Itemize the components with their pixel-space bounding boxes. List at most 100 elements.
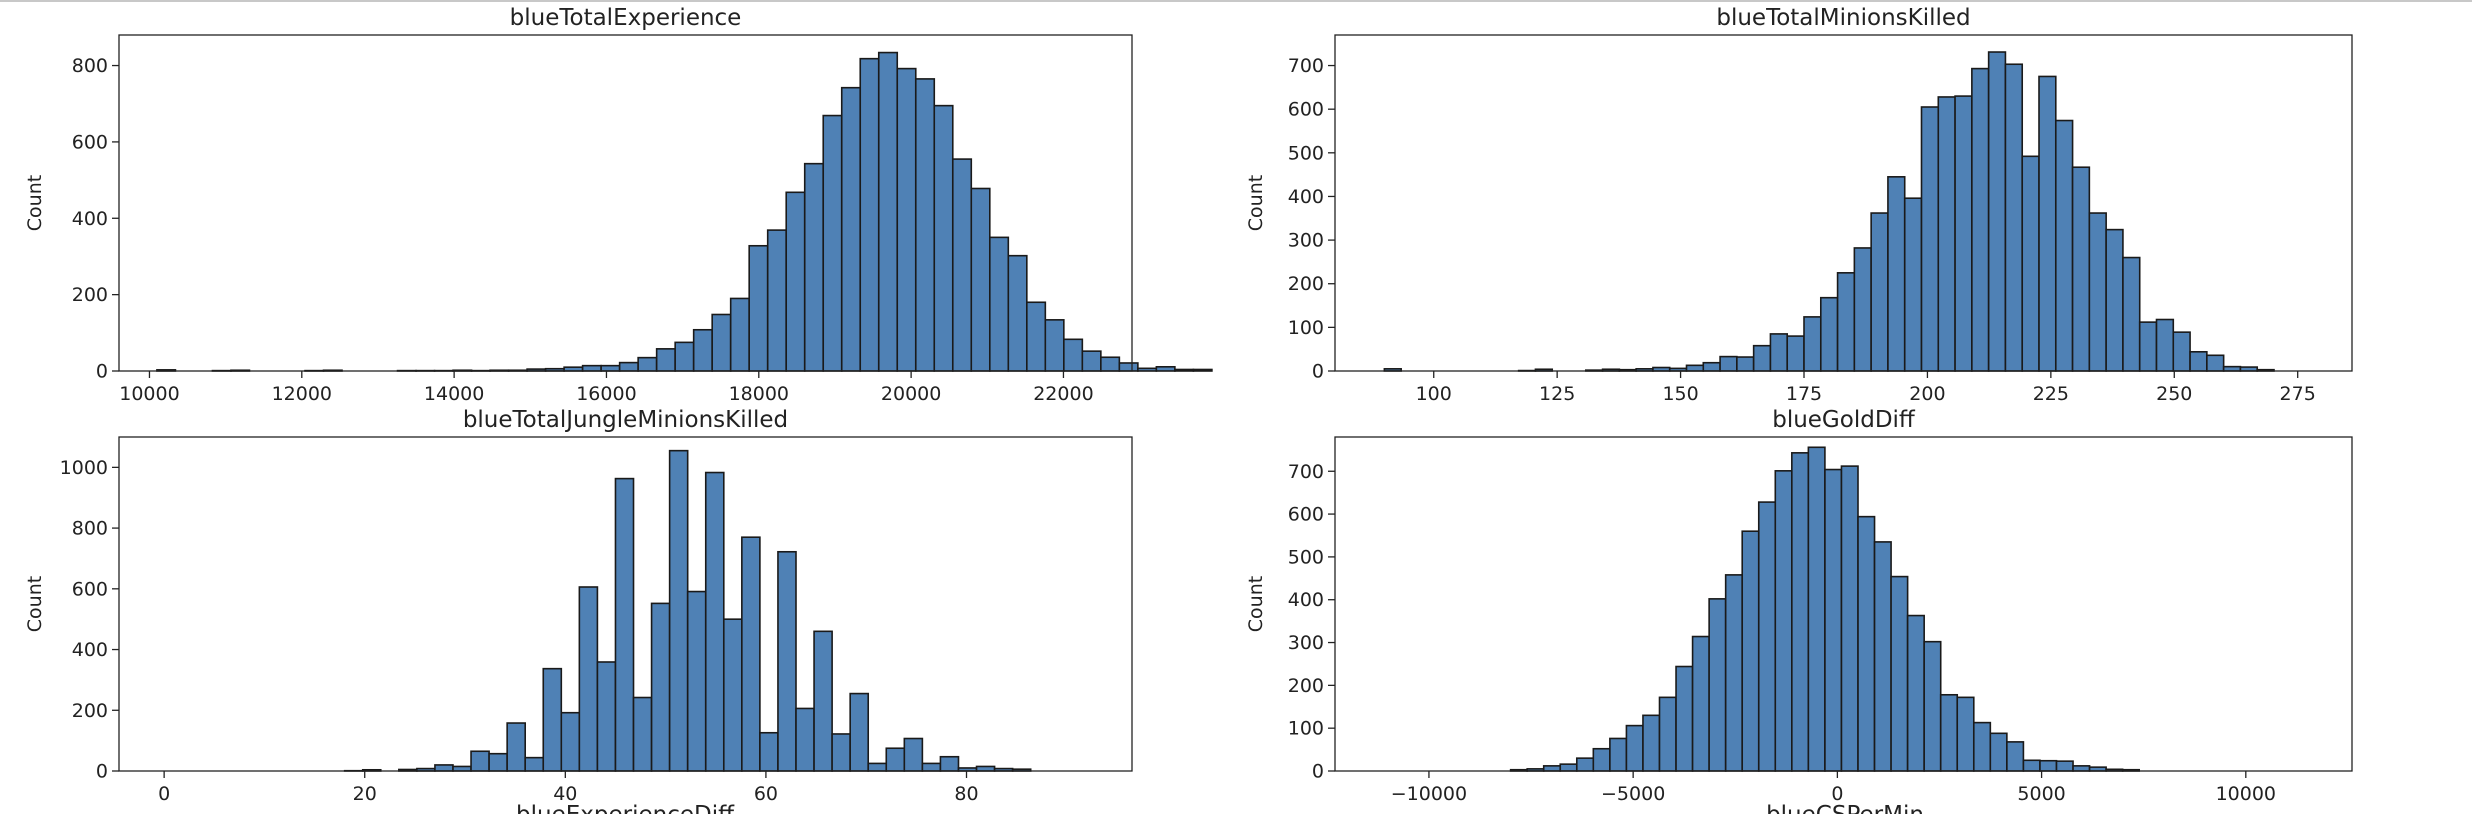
chart-title: blueGoldDiff [1772,407,1916,433]
x-tick-label: 60 [754,783,778,805]
y-axis-label: Count [24,576,46,632]
y-tick-label: 0 [96,361,108,383]
x-tick-label: 80 [954,783,978,805]
y-tick-label: 800 [72,518,108,540]
histogram-bar [1971,67,1990,372]
histogram-bar [896,67,917,372]
histogram-bar [1081,350,1102,372]
histogram-bar [2122,256,2141,372]
histogram-bar [1137,367,1158,372]
y-tick-label: 400 [1288,589,1324,611]
histogram-bar [903,737,924,772]
x-tick-label: 175 [1786,383,1822,405]
histogram-bar [975,765,996,772]
y-tick-label: 800 [72,55,108,77]
histogram-bar [1903,197,1923,372]
y-tick-label: 700 [1288,55,1324,77]
histogram-bar [1987,51,2007,372]
histogram-bar [1824,468,1843,772]
y-tick-label: 600 [72,131,108,153]
histogram-bar [1542,765,1562,772]
x-tick-label: 275 [2280,383,2316,405]
histogram-bar [741,536,761,772]
histogram-bar [1007,254,1028,372]
histogram-bar [1752,344,1772,372]
histogram-bar [1708,598,1727,772]
y-tick-label: 0 [1312,361,1324,383]
x-tick-label: 0 [158,783,170,805]
histogram-bar [1026,301,1047,372]
histogram-bar [939,755,960,772]
x-tick-label: 20000 [881,383,941,405]
histogram-bar [1989,732,2008,772]
histogram-bar [506,722,526,772]
y-tick-label: 100 [1288,317,1324,339]
histogram-bar [655,348,676,372]
histogram-bar [1118,362,1139,372]
histogram-bar [1890,575,1909,772]
histogram-bar [840,86,862,372]
histogram-bar [1857,515,1876,772]
x-tick-label: 225 [2033,383,2069,405]
chart-panel-4: −10000 −5000 0 5000 10000 0 100 200 300 400 500 600… [1245,407,2353,805]
histogram-bar [470,750,490,772]
histogram-bar [1954,95,1973,372]
x-tick-label: 40 [553,783,577,805]
y-tick-label: 600 [1288,99,1324,121]
histogram-bar [1906,614,1925,772]
histogram-bar [849,692,870,772]
x-tick-label: −10000 [1391,783,1467,805]
x-tick-label: 14000 [424,383,484,405]
histogram-bar [1174,368,1195,372]
histogram-bar [867,762,888,772]
histogram-bar [1642,714,1661,772]
y-tick-label: 300 [1288,632,1324,654]
histogram-bar [600,364,621,372]
x-tick-label: 18000 [729,383,789,405]
x-tick-label: 12000 [272,383,332,405]
histogram-bar [1920,106,1940,372]
histogram-bar [542,667,563,772]
histogram-bar [729,297,750,372]
histogram-bar [1724,574,1744,772]
y-tick-label: 200 [72,284,108,306]
histogram-bar [1063,338,1084,372]
x-tick-label: −5000 [1601,783,1665,805]
y-tick-label: 400 [72,639,108,661]
histogram-bar [933,104,954,372]
chart-title: blueTotalExperience [510,5,742,31]
histogram-bar [637,356,658,372]
histogram-bar [970,187,991,372]
histogram-bar [2055,760,2074,772]
x-tick-label: 20 [353,783,377,805]
chart-title: blueTotalJungleMinionsKilled [463,407,788,433]
y-tick-label: 500 [1288,142,1324,164]
histogram-bar [1939,693,1959,772]
x-tick-label: 100 [1416,383,1452,405]
histogram-bar [748,244,769,372]
histogram-bar [488,752,508,772]
top-divider [0,0,2472,2]
histogram-bar [2206,354,2225,372]
histogram-bar [650,602,671,772]
histogram-bar [722,618,743,772]
histogram-bar [877,51,899,372]
histogram-bar [1972,721,1992,772]
histogram-bar [711,313,732,372]
y-tick-label: 1000 [60,457,108,479]
y-tick-label: 700 [1288,461,1324,483]
histogram-bar [777,550,797,772]
histogram-bar [1840,465,1859,772]
histogram-bar [560,711,581,772]
histogram-bar [1575,757,1595,772]
x-tick-label: 22000 [1033,383,1093,405]
y-axis-label: Count [1245,175,1267,231]
histogram-bar [859,57,880,372]
histogram-bar [2038,75,2057,372]
histogram-bar [1786,335,1805,372]
histogram-bar [1736,356,1755,372]
histogram-bar [2039,759,2058,772]
x-tick-label: 16000 [576,383,636,405]
histogram-bar [1807,446,1826,772]
axes-frame [1334,34,2353,372]
